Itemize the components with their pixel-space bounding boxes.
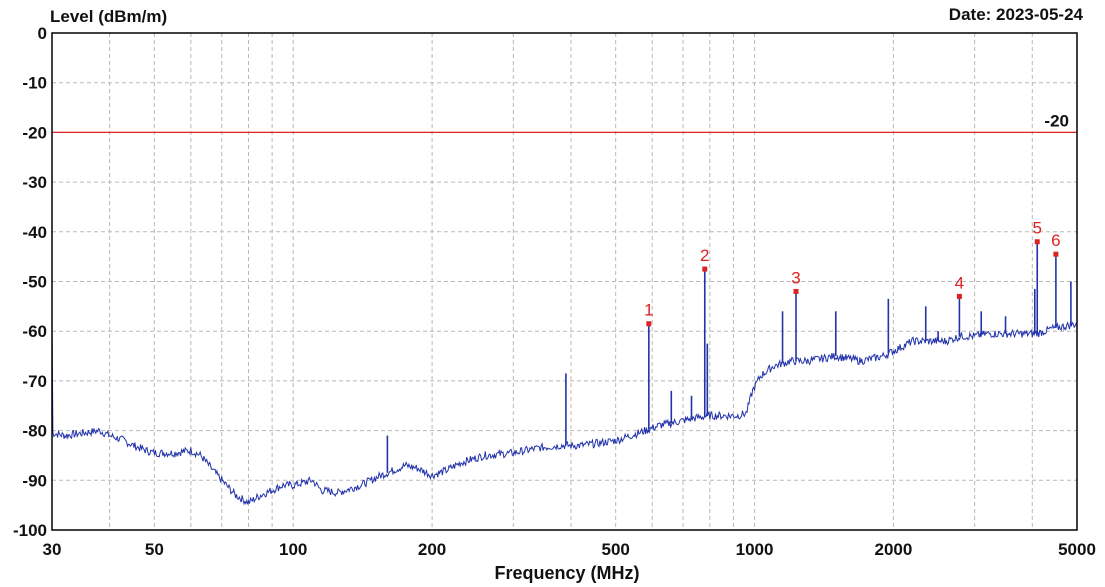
- plot-frame: [51, 32, 1078, 531]
- limit-line-group: -20: [52, 111, 1077, 134]
- date-label: Date: 2023-05-24: [949, 5, 1084, 24]
- y-tick-label: -80: [22, 422, 47, 441]
- x-tick-label: 1000: [736, 540, 774, 559]
- peak-markers: 1 2 3 4 56: [644, 219, 1061, 327]
- grid-lines: [51, 32, 1078, 531]
- x-tick-label: 30: [43, 540, 62, 559]
- y-tick-label: -20: [22, 123, 47, 142]
- y-tick-label: -70: [22, 372, 47, 391]
- peak-marker-label: 5: [1033, 219, 1042, 238]
- peak-marker-label: 2: [700, 246, 709, 265]
- y-tick-label: -60: [22, 322, 47, 341]
- peak-marker-label: 4: [955, 273, 964, 292]
- limit-line-label: -20: [1044, 111, 1069, 130]
- peak-marker-label: 6: [1051, 231, 1060, 250]
- y-tick-label: 0: [38, 24, 47, 43]
- y-tick-label: -30: [22, 173, 47, 192]
- peak-marker-label: 1: [644, 301, 653, 320]
- y-axis-title: Level (dBm/m): [50, 7, 167, 26]
- y-tick-label: -50: [22, 273, 47, 292]
- x-tick-label: 500: [601, 540, 629, 559]
- y-tick-label: -10: [22, 74, 47, 93]
- peak-marker-label: 3: [791, 268, 800, 287]
- x-tick-label: 2000: [875, 540, 913, 559]
- measurement-trace: [51, 321, 1078, 506]
- y-tick-label: -100: [13, 521, 47, 540]
- peak-marker-dot: [956, 293, 962, 299]
- peak-marker-dot: [1034, 239, 1040, 245]
- peak-marker-dot: [793, 288, 799, 294]
- x-tick-label: 5000: [1058, 540, 1096, 559]
- x-tick-label: 50: [145, 540, 164, 559]
- peak-marker-dot: [1053, 251, 1059, 257]
- measurement-trace-group: [51, 241, 1078, 506]
- x-axis-title: Frequency (MHz): [494, 563, 639, 583]
- x-tick-label: 100: [279, 540, 307, 559]
- x-tick-labels: 30 50 100 200 500 1000 2000 5000: [43, 540, 1096, 559]
- y-tick-labels: 0 -10 -20 -30 -40 -50 -60 -70 -80 -90 -100: [13, 24, 47, 540]
- x-tick-label: 200: [418, 540, 446, 559]
- y-tick-label: -40: [22, 223, 47, 242]
- peak-marker-dot: [646, 321, 652, 327]
- y-tick-label: -90: [22, 471, 47, 490]
- peak-marker-dot: [702, 266, 708, 272]
